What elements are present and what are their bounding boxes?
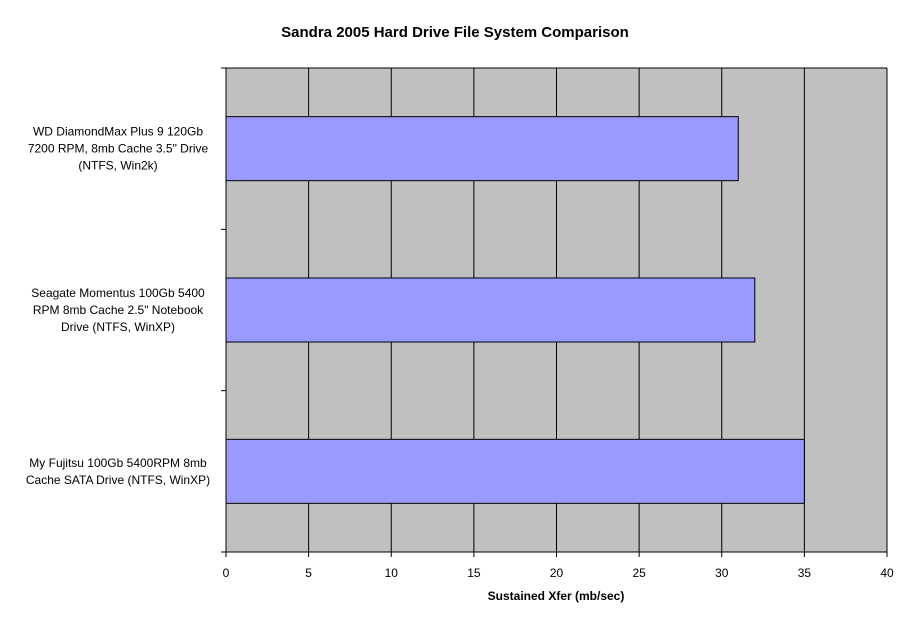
x-tick-label: 30 [715,566,729,580]
bars [225,116,805,504]
category-label-line: Cache SATA Drive (NTFS, WinXP) [26,473,210,487]
axes [221,67,888,557]
chart-title: Sandra 2005 Hard Drive File System Compa… [281,24,629,41]
category-label-line: WD DiamondMax Plus 9 120Gb [33,125,203,139]
x-tick-label: 35 [798,566,812,580]
category-label-line: Seagate Momentus 100Gb 5400 [31,286,205,300]
category-label: WD DiamondMax Plus 9 120Gb 7200 RPM, 8mb … [28,125,209,173]
category-labels: WD DiamondMax Plus 9 120Gb 7200 RPM, 8mb … [26,125,210,487]
x-tick-label: 25 [632,566,646,580]
category-label-line: My Fujitsu 100Gb 5400RPM 8mb [29,456,207,470]
category-label: My Fujitsu 100Gb 5400RPM 8mb Cache SATA D… [26,456,210,487]
category-label-line: 7200 RPM, 8mb Cache 3.5" Drive [28,142,209,156]
x-tick-label: 15 [467,566,481,580]
x-tick-label: 5 [305,566,312,580]
x-tick-label: 20 [550,566,564,580]
x-tick-label: 0 [223,566,230,580]
x-tick-labels: 0 5 10 15 20 25 30 35 40 [223,566,894,580]
x-axis-title: Sustained Xfer (mb/sec) [488,589,625,603]
bar [225,116,739,182]
category-label-line: Drive (NTFS, WinXP) [61,320,175,334]
category-label-line: RPM 8mb Cache 2.5" Notebook [33,303,204,317]
bar [225,438,805,504]
x-tick-label: 10 [385,566,399,580]
x-tick-label: 40 [880,566,894,580]
bar [225,277,756,343]
category-label: Seagate Momentus 100Gb 5400 RPM 8mb Cache… [31,286,205,334]
category-label-line: (NTFS, Win2k) [78,159,157,173]
